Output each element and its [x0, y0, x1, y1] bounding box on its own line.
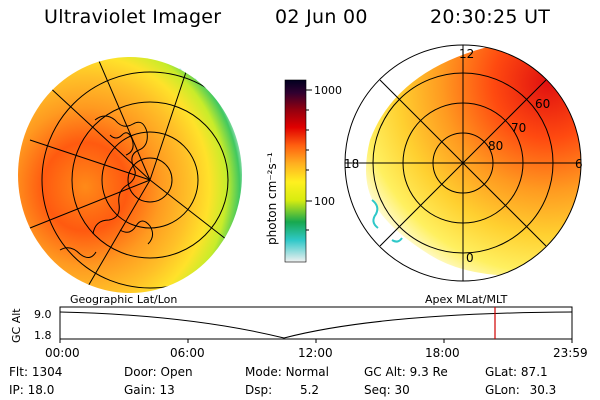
status-gain: Gain: 13 [124, 383, 175, 397]
colorbar-unit-label: photon cm⁻²s⁻¹ [265, 152, 279, 245]
altitude-xtick: 23:59 [553, 346, 588, 360]
altitude-plot [59, 306, 573, 343]
apex-grid [344, 44, 582, 282]
left-panel-label: Geographic Lat/Lon [70, 293, 177, 306]
altitude-xtick: 00:00 [45, 346, 80, 360]
status-ip: IP: 18.0 [9, 383, 55, 397]
colorbar-tick-1000: 1000 [314, 84, 342, 97]
mlat-label-80: 80 [488, 139, 503, 153]
status-glat: GLat: 87.1 [485, 365, 548, 379]
mlt-label-0: 0 [466, 251, 474, 265]
image-date: 02 Jun 00 [275, 6, 368, 28]
right-panel-label: Apex MLat/MLT [425, 293, 508, 306]
status-door: Door: Open [124, 365, 193, 379]
altitude-xtick: 12:00 [298, 346, 333, 360]
imager-title: Ultraviolet Imager [44, 6, 222, 28]
mlt-label-12: 12 [459, 47, 474, 61]
altitude-curve [59, 311, 573, 339]
colorbar: 1000 100 photon cm⁻²s⁻¹ [265, 79, 342, 263]
altitude-ylabel: GC Alt [10, 308, 23, 343]
status-seq: Seq: 30 [364, 383, 410, 397]
colorbar-tick-100: 100 [314, 195, 335, 208]
status-glon: GLon: 30.3 [485, 383, 557, 397]
mlt-label-18: 18 [344, 157, 359, 171]
altitude-ytick-low: 1.8 [34, 329, 52, 342]
altitude-xtick: 18:00 [425, 346, 460, 360]
status-flt: Flt: 1304 [9, 365, 63, 379]
mlt-label-6: 6 [575, 157, 583, 171]
status-dsp: Dsp: 5.2 [245, 383, 320, 397]
apex-image [344, 44, 582, 282]
status-gc-alt: GC Alt: 9.3 Re [364, 365, 448, 379]
image-time: 20:30:25 UT [430, 6, 551, 28]
mlat-label-70: 70 [511, 121, 526, 135]
geographic-image [18, 57, 242, 293]
mlat-label-60: 60 [535, 97, 550, 111]
altitude-ytick-high: 9.0 [34, 308, 52, 321]
status-mode: Mode: Normal [245, 365, 329, 379]
altitude-xtick: 06:00 [170, 346, 205, 360]
